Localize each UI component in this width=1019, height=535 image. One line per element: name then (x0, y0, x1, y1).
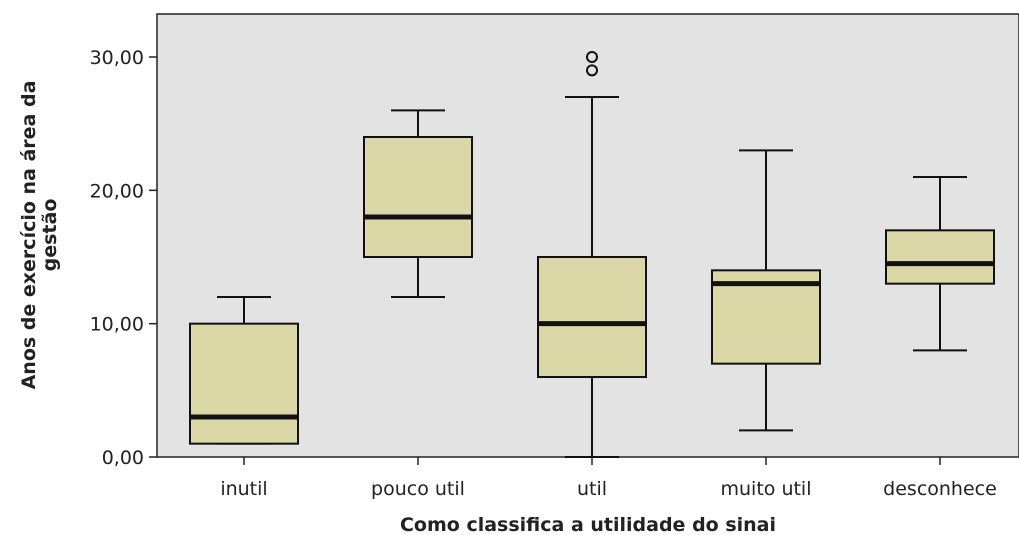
y-axis-title-line-2: gestão (39, 199, 61, 272)
x-tick-label: pouco util (371, 478, 465, 500)
x-axis-title: Como classifica a utilidade do sinai (400, 514, 776, 535)
y-tick-label: 20,00 (90, 180, 144, 202)
box-group (537, 51, 647, 458)
box-iqr (885, 229, 995, 285)
box-group (885, 176, 995, 352)
outlier-point (586, 51, 598, 63)
plot-area (156, 13, 1019, 458)
box-iqr (189, 322, 299, 445)
box-iqr (363, 136, 473, 258)
y-axis-title: Anos de exercício na área da gestão (18, 81, 61, 390)
x-tick-label: muito util (721, 478, 812, 500)
x-tick-label: inutil (220, 478, 267, 500)
box-iqr (537, 256, 647, 378)
outlier-point (586, 64, 598, 77)
box-group (189, 296, 299, 445)
y-tick-label: 30,00 (90, 47, 144, 69)
x-axis: inutil pouco util util muito util desconhece (220, 457, 997, 500)
y-tick-label: 0,00 (102, 447, 144, 469)
y-axis-title-line-1: Anos de exercício na área da (18, 81, 40, 390)
y-tick-label: 10,00 (90, 314, 144, 336)
x-tick-label: desconhece (883, 478, 997, 500)
box-series (189, 51, 995, 458)
box-group (711, 149, 821, 432)
y-axis: 0,00 10,00 20,00 30,00 (90, 47, 157, 469)
box-group (363, 109, 473, 298)
x-tick-label: util (577, 478, 607, 500)
